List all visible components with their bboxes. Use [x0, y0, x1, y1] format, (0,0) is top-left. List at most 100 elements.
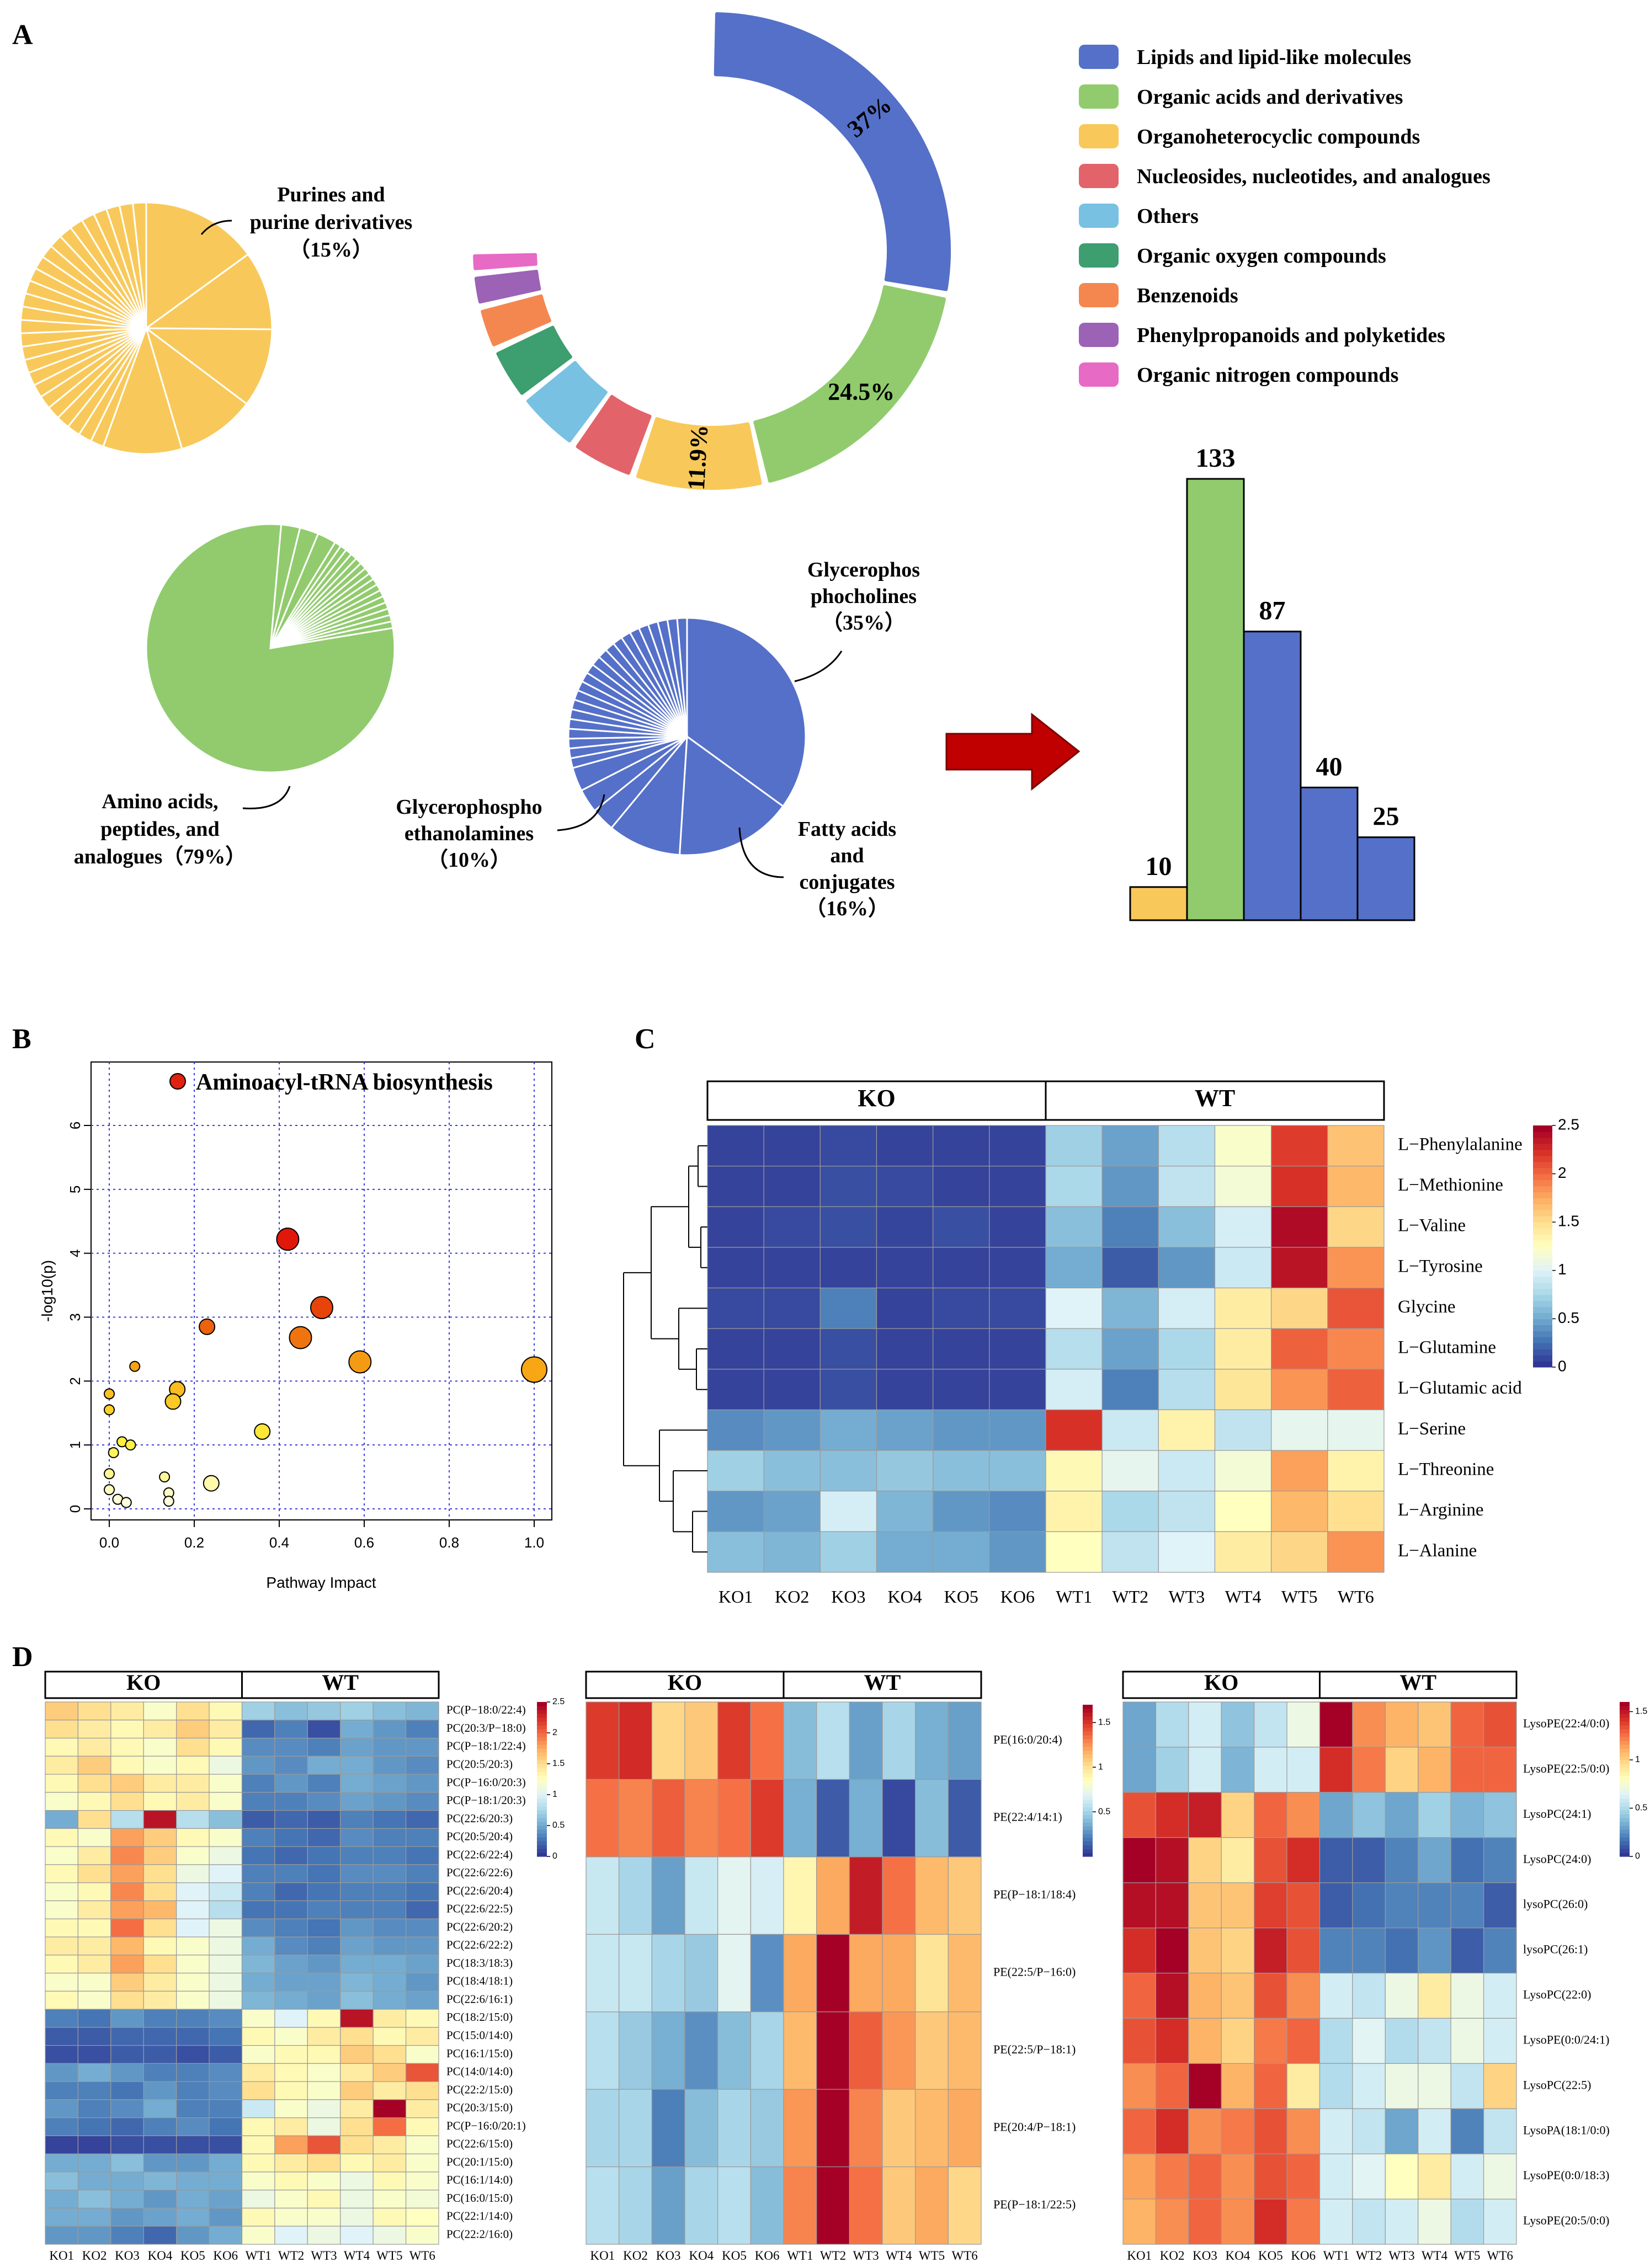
- colorbar-step: [1620, 1717, 1630, 1722]
- row-label: lysoPC(26:1): [1523, 1943, 1588, 1956]
- heatmap-cell: [110, 2153, 144, 2173]
- heatmap-cell: [1221, 1927, 1255, 1974]
- heatmap-cell: [372, 2207, 407, 2227]
- heatmap-cell: [241, 1864, 275, 1883]
- heatmap-cell: [1271, 1247, 1328, 1289]
- scatter-point: [125, 1439, 136, 1451]
- column-label: KO3: [656, 2249, 681, 2262]
- heatmap-cell: [340, 2135, 374, 2154]
- pie-label: ethanolamines: [404, 822, 534, 845]
- heatmap-cell: [372, 2081, 407, 2100]
- heatmap-cell: [948, 2089, 982, 2168]
- column-label: WT5: [1281, 1587, 1318, 1607]
- heatmap-cell: [1450, 2063, 1484, 2109]
- heatmap-cell: [45, 1846, 79, 1865]
- row-label: L−Glutamic acid: [1398, 1378, 1522, 1398]
- heatmap-cell: [1122, 2063, 1157, 2109]
- heatmap-cell: [176, 2009, 210, 2028]
- column-label: WT1: [787, 2249, 813, 2262]
- heatmap-cell: [176, 1990, 210, 2010]
- heatmap-cell: [1188, 2108, 1222, 2154]
- colorbar-step: [1533, 1155, 1552, 1162]
- colorbar-step: [1083, 1833, 1093, 1838]
- heatmap-cell: [1418, 1972, 1451, 2019]
- colorbar-step: [1620, 1721, 1630, 1726]
- heatmap-cell: [1450, 2198, 1484, 2245]
- column-label: KO6: [1000, 1587, 1035, 1607]
- heatmap-cell: [209, 2045, 243, 2064]
- donut-slice: [714, 12, 951, 291]
- heatmap-cell: [707, 1287, 764, 1329]
- heatmap-cell: [783, 2166, 817, 2245]
- heatmap-cell: [717, 2011, 751, 2090]
- row-label: PC(22:6/22:6): [446, 1866, 513, 1879]
- scatter-point: [104, 1468, 115, 1480]
- heatmap-cell: [45, 2190, 79, 2209]
- heatmap-cell: [684, 1701, 718, 1780]
- column-label: WT5: [376, 2249, 402, 2262]
- heatmap-cell: [176, 1900, 210, 1919]
- colorbar-step: [1083, 1754, 1093, 1758]
- colorbar-step: [1083, 1762, 1093, 1766]
- column-label: KO1: [590, 2249, 615, 2262]
- row-label: PC(18:2/15:0): [446, 2010, 513, 2024]
- heatmap-cell: [1188, 1837, 1222, 1883]
- scatter-point: [104, 1388, 115, 1400]
- heatmap-cell: [1418, 1792, 1451, 1838]
- colorbar-step: [537, 1737, 547, 1741]
- legend-label: Nucleosides, nucleotides, and analogues: [1137, 165, 1491, 188]
- heatmap-cell: [1271, 1531, 1328, 1573]
- heatmap-cell: [405, 2081, 439, 2100]
- heatmap-cell: [1450, 1701, 1484, 1748]
- colorbar-step: [1533, 1349, 1552, 1356]
- colorbar-tick-label: 0: [1635, 1851, 1640, 1861]
- colorbar-step: [1533, 1258, 1552, 1265]
- heatmap-cell: [989, 1247, 1046, 1289]
- donut-slice: [753, 285, 946, 483]
- colorbar-step: [1620, 1725, 1630, 1730]
- heatmap-cell: [989, 1531, 1046, 1573]
- heatmap-cell: [750, 2089, 784, 2168]
- heatmap-cell: [405, 1955, 439, 1974]
- heatmap-cell: [77, 2207, 111, 2227]
- colorbar-step: [1083, 1845, 1093, 1849]
- heatmap-cell: [1254, 2063, 1287, 2109]
- heatmap-cell: [707, 1531, 764, 1573]
- heatmap-cell: [372, 1955, 407, 1974]
- colorbar-tick-label: 0.5: [1558, 1309, 1579, 1326]
- heatmap-cell: [915, 1934, 949, 2013]
- row-label: LysoPE(22:4/0:0): [1523, 1716, 1609, 1730]
- heatmap-cell: [933, 1287, 990, 1329]
- heatmap-cell: [307, 1918, 341, 1938]
- heatmap-cell: [1418, 1927, 1451, 1974]
- colorbar-step: [1083, 1735, 1093, 1739]
- heatmap-cell: [110, 2190, 144, 2209]
- heatmap-cell: [1286, 2018, 1321, 2064]
- heatmap-cell: [1101, 1287, 1159, 1329]
- heatmap-cell: [1450, 1972, 1484, 2019]
- heatmap-cell: [989, 1287, 1046, 1329]
- colorbar-step: [537, 1799, 547, 1803]
- heatmap-cell: [209, 1792, 243, 1811]
- row-label: PC(P−18:1/20:3): [446, 1794, 526, 1807]
- heatmap-cell: [241, 2045, 275, 2064]
- heatmap-cell: [307, 2027, 341, 2046]
- heatmap-cell: [1122, 2018, 1157, 2064]
- legend-label: Others: [1137, 205, 1199, 228]
- heatmap-cell: [307, 2135, 341, 2154]
- heatmap-cell: [340, 1846, 374, 1865]
- heatmap-cell: [77, 1792, 111, 1811]
- heatmap-cell: [45, 1990, 79, 2010]
- heatmap-cell: [143, 1936, 177, 1956]
- colorbar-tick-label: 1.5: [552, 1759, 565, 1768]
- heatmap-cell: [619, 1779, 652, 1858]
- heatmap-cell: [876, 1450, 934, 1492]
- heatmap-cell: [989, 1206, 1046, 1248]
- legend-swatch: [1079, 204, 1119, 228]
- panel-label-b: B: [12, 1023, 31, 1055]
- heatmap-cell: [717, 1779, 751, 1858]
- heatmap-cell: [933, 1328, 990, 1370]
- heatmap-cell: [989, 1450, 1046, 1492]
- heatmap-cell: [1319, 1972, 1353, 2019]
- heatmap-cell: [819, 1409, 877, 1451]
